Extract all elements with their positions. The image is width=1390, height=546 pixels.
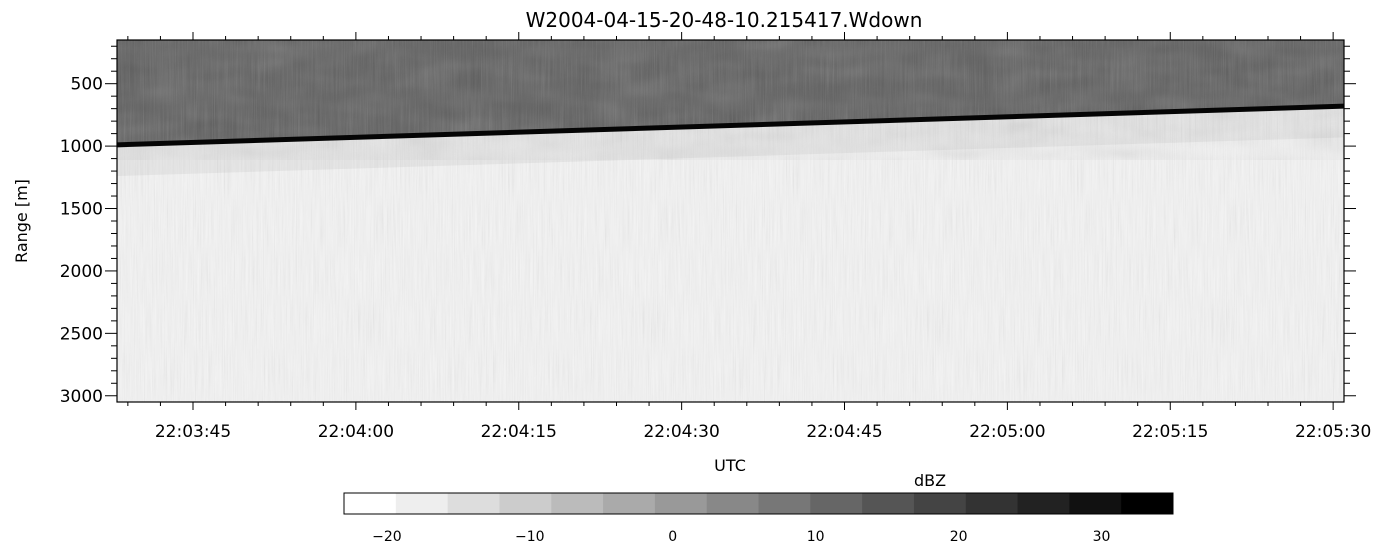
colorbar-swatch: [706, 493, 759, 514]
x-tick-label: 22:04:30: [643, 422, 719, 442]
x-tick-label: 22:05:15: [1132, 422, 1208, 442]
colorbar-swatch: [395, 493, 449, 514]
x-axis-label: UTC: [714, 456, 746, 475]
colorbar-swatch: [447, 493, 500, 514]
colorbar-swatch: [654, 493, 708, 514]
colorbar-swatch: [1069, 493, 1122, 514]
x-tick-label: 22:05:00: [969, 422, 1045, 442]
colorbar-tick-label: 30: [1093, 529, 1111, 545]
x-tick-label: 22:04:15: [481, 422, 557, 442]
x-tick-label: 22:04:00: [318, 422, 394, 442]
chart-title: W2004-04-15-20-48-10.215417.Wdown: [526, 8, 923, 32]
colorbar-tick-label: 10: [807, 529, 825, 545]
colorbar-tick-label: −10: [515, 529, 545, 545]
x-tick-label: 22:05:30: [1295, 422, 1371, 442]
colorbar-swatch: [862, 493, 915, 514]
y-tick-label: 2500: [60, 324, 103, 344]
x-axis: 22:03:45 22:04:00 22:04:15 22:04:30 22:04:45…: [127, 32, 1371, 442]
colorbar-swatch: [810, 493, 863, 514]
colorbar-swatch: [499, 493, 552, 514]
texture-coarse: [117, 40, 1344, 160]
colorbar-tick-label: −20: [372, 529, 402, 545]
surface-echo-line: [117, 103, 1344, 148]
plot-area: [117, 40, 1344, 402]
y-tick-label: 2000: [60, 262, 103, 282]
y-tick-label: 1500: [60, 200, 103, 220]
colorbar-frame: [343, 492, 1174, 515]
colorbar-swatch: [551, 493, 604, 514]
colorbar-swatch: [603, 493, 656, 514]
colorbar-swatch: [344, 493, 397, 514]
colorbar-swatch: [1121, 493, 1174, 514]
x-tick-label: 22:03:45: [155, 422, 231, 442]
colorbar-swatch: [913, 493, 967, 514]
colorbar-swatch: [965, 493, 1019, 514]
y-axis: 500 1000 1500 2000 2500 3000: [60, 45, 1356, 407]
colorbar-swatch: [1017, 493, 1070, 514]
y-axis-label: Range [m]: [12, 179, 31, 263]
colorbar-tick-label: 20: [950, 529, 968, 545]
y-tick-label: 500: [71, 75, 103, 95]
y-tick-label: 1000: [60, 137, 103, 157]
colorbar-label: dBZ: [914, 471, 946, 490]
colorbar: −20 −10 0 10 20 30: [343, 492, 1174, 545]
colorbar-tick-label: 0: [668, 529, 677, 545]
x-tick-label: 22:04:45: [806, 422, 882, 442]
colorbar-swatch: [758, 493, 811, 514]
y-tick-label: 3000: [60, 387, 103, 407]
